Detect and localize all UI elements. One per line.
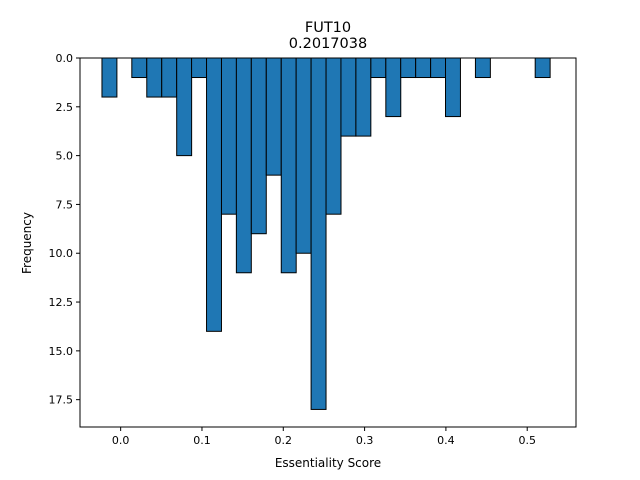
histogram-bar <box>400 57 417 79</box>
histogram-bar <box>310 57 327 410</box>
histogram-bar <box>131 57 148 79</box>
histogram-bar <box>415 57 432 79</box>
x-axis-ticks: 0.0 0.1 0.2 0.3 0.4 0.5 <box>112 427 536 447</box>
y-tick-label: 0.0 <box>56 52 74 65</box>
x-tick-label: 0.1 <box>193 434 211 447</box>
chart-subtitle: 0.2017038 <box>289 36 367 52</box>
x-tick-label: 0.5 <box>518 434 536 447</box>
histogram-bar <box>101 57 118 98</box>
y-tick-label: 17.5 <box>49 394 74 407</box>
histogram-bar <box>370 57 387 79</box>
y-tick-label: 5.0 <box>56 150 74 163</box>
plot-frame <box>79 57 577 428</box>
y-tick-label: 7.5 <box>56 198 74 211</box>
histogram-bar <box>146 57 163 98</box>
histogram-bar <box>220 57 237 215</box>
histogram-bar <box>176 57 193 157</box>
y-tick-label: 12.5 <box>49 296 74 309</box>
x-tick-label: 0.4 <box>437 434 455 447</box>
histogram-bar <box>250 57 267 235</box>
histogram-bar <box>474 57 491 79</box>
histogram-bar <box>534 57 551 79</box>
histogram-bar <box>325 57 342 215</box>
y-tick-label: 2.5 <box>56 101 74 114</box>
x-tick-label: 0.2 <box>275 434 293 447</box>
histogram-bar <box>265 57 282 176</box>
y-tick-label: 15.0 <box>49 345 74 358</box>
histogram-bar <box>430 57 447 79</box>
histogram-bar <box>385 57 402 118</box>
bars-group <box>101 57 551 410</box>
y-axis-ticks: 0.0 2.5 5.0 7.5 10.0 12.5 15.0 17.5 <box>49 52 80 407</box>
histogram-bar <box>161 57 178 98</box>
y-axis-label: Frequency <box>20 212 34 274</box>
histogram-bar <box>445 57 461 118</box>
histogram-bar <box>355 57 372 137</box>
histogram-bar <box>340 57 357 137</box>
chart-title: FUT10 <box>305 20 351 36</box>
histogram-bar <box>295 57 312 254</box>
histogram-bar <box>280 57 297 274</box>
x-tick-label: 0.3 <box>356 434 374 447</box>
histogram-bar <box>235 57 252 274</box>
x-tick-label: 0.0 <box>112 434 130 447</box>
x-axis-label: Essentiality Score <box>275 456 381 470</box>
histogram-bar <box>206 57 222 332</box>
y-tick-label: 10.0 <box>49 247 74 260</box>
histogram-bar <box>191 57 208 79</box>
